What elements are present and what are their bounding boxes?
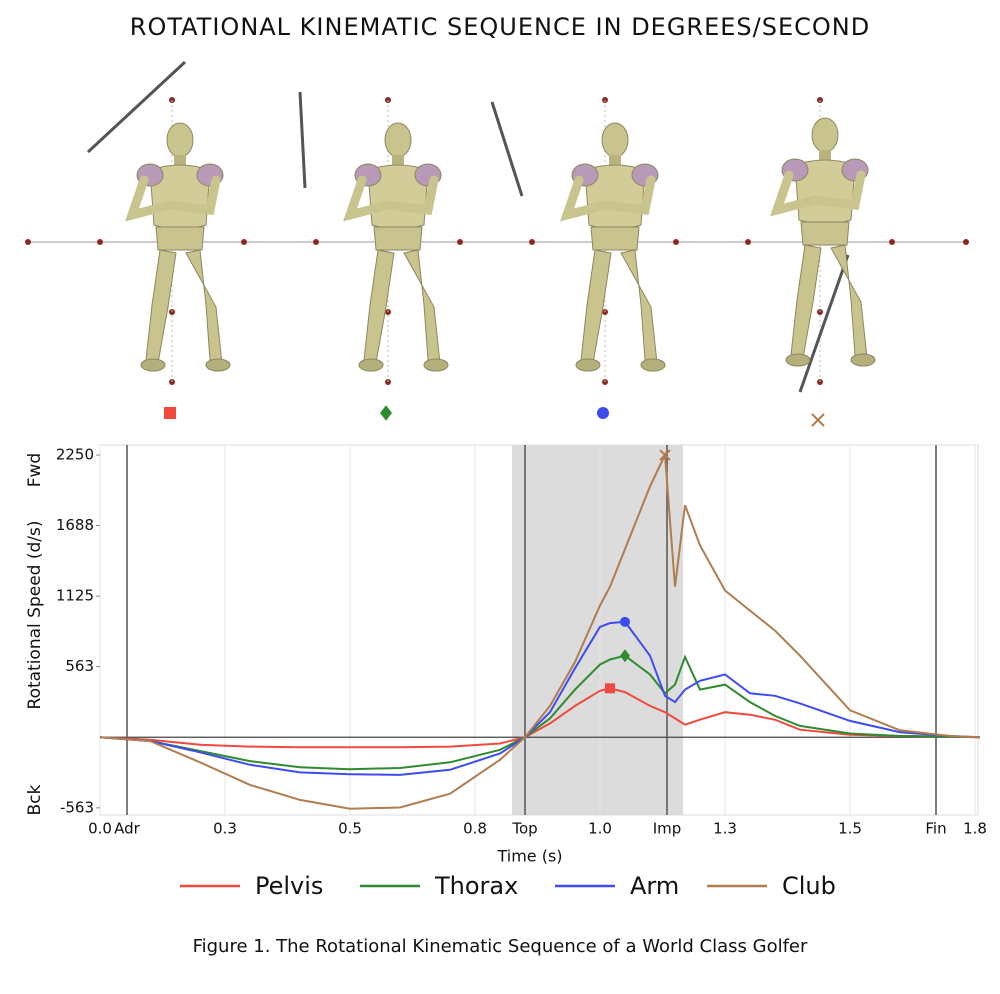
x-tick-label: 0.8 xyxy=(463,820,487,838)
y-direction-top: Fwd xyxy=(25,453,45,487)
figure-markers xyxy=(164,405,825,427)
club-shaft xyxy=(490,101,524,197)
y-tick-label: -563 xyxy=(60,798,94,816)
chart-title: ROTATIONAL KINEMATIC SEQUENCE IN DEGREES… xyxy=(130,13,870,41)
series-line xyxy=(99,451,981,810)
series-line xyxy=(99,687,981,749)
y-direction-bottom: Bck xyxy=(25,784,45,815)
club-shaft xyxy=(86,60,187,154)
legend-label: Arm xyxy=(630,872,679,900)
event-label: Top xyxy=(511,820,537,838)
peak-marker xyxy=(659,449,671,461)
x-tick-label: 0.0 xyxy=(88,820,112,838)
y-tick-label: 563 xyxy=(65,657,94,675)
x-tick-label: 1.8 xyxy=(963,820,987,838)
club-shaft xyxy=(798,254,850,393)
figure-marker xyxy=(811,413,825,427)
x-tick-label: 1.3 xyxy=(713,820,737,838)
golfer-figure xyxy=(567,123,665,371)
x-tick-label: 0.5 xyxy=(338,820,362,838)
legend-label: Pelvis xyxy=(255,872,323,900)
y-axis-title: Rotational Speed (d/s) xyxy=(25,521,45,710)
x-tick-label: 1.0 xyxy=(588,820,612,838)
event-label: Fin xyxy=(925,820,946,838)
club-shaft xyxy=(298,91,307,189)
figure-marker xyxy=(164,407,176,419)
y-tick-label: 1688 xyxy=(56,516,94,534)
golfer-figure xyxy=(132,123,230,371)
series-line xyxy=(99,620,981,776)
figure-marker xyxy=(597,407,609,419)
event-label: Imp xyxy=(653,820,682,838)
caption: Figure 1. The Rotational Kinematic Seque… xyxy=(193,936,808,957)
y-tick-label: 1125 xyxy=(56,587,94,605)
peak-marker xyxy=(620,649,630,663)
series-line xyxy=(99,654,981,771)
event-label: Adr xyxy=(114,820,141,838)
x-tick-label: 0.3 xyxy=(213,820,237,838)
peak-marker xyxy=(605,683,615,694)
figure-marker xyxy=(380,405,392,421)
legend-label: Club xyxy=(782,872,836,900)
plot xyxy=(96,444,981,816)
y-tick-label: 2250 xyxy=(56,446,94,464)
illustration xyxy=(25,60,969,393)
x-axis-title: Time (s) xyxy=(496,847,562,866)
legend-label: Thorax xyxy=(434,872,518,900)
golfer-figure xyxy=(350,123,448,371)
peak-marker xyxy=(620,616,630,627)
legend: Pelvis Thorax Arm Club xyxy=(180,872,836,900)
x-tick-label: 1.5 xyxy=(838,820,862,838)
